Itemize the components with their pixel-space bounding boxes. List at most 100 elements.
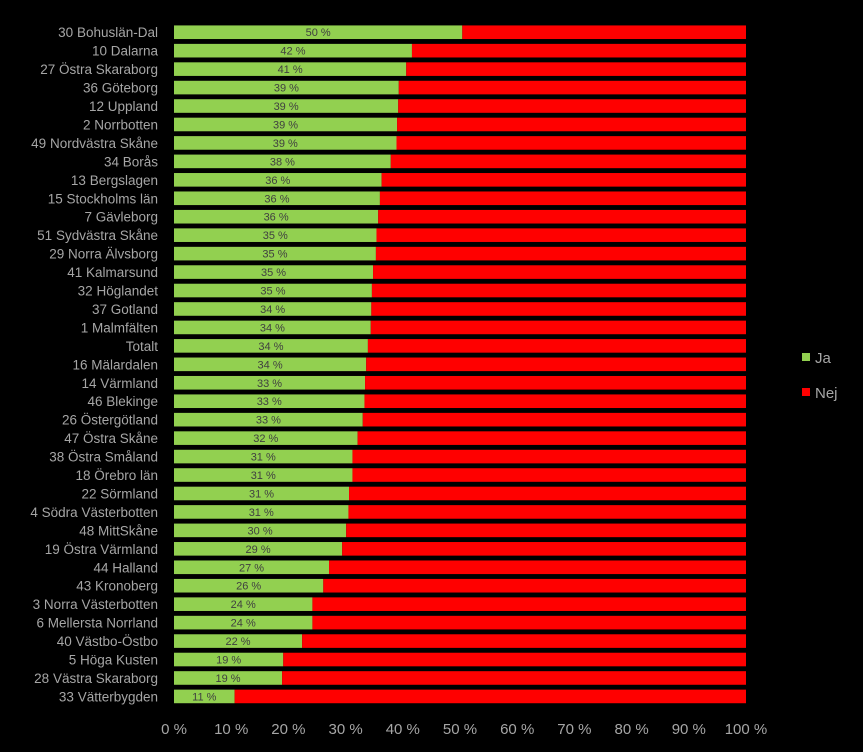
category-labels: 30 Bohuslän-Dal 10 Dalarna 27 Östra Skarab…: [30, 25, 158, 704]
category-label: Totalt: [126, 339, 159, 354]
x-tick-label: 40 %: [386, 721, 420, 738]
data-label-ja: 19 %: [216, 673, 241, 685]
bar-ja-5: [174, 117, 398, 132]
legend: Ja Nej: [802, 350, 838, 402]
bar-nej-21: [362, 412, 746, 427]
bar-ja-0: [174, 25, 463, 40]
data-label-ja: 11 %: [192, 691, 216, 703]
data-label-ja: 26 %: [236, 581, 261, 593]
category-label: 41 Kalmarsund: [67, 265, 158, 280]
data-label-ja: 29 %: [246, 544, 271, 556]
category-label: 27 Östra Skaraborg: [40, 62, 158, 77]
x-tick-label: 100 %: [725, 721, 768, 738]
bar-ja-11: [174, 228, 377, 242]
data-label-ja: 30 %: [248, 525, 273, 537]
data-label-ja: 41 %: [278, 64, 303, 76]
bar-nej-11: [376, 228, 746, 242]
bar-nej-12: [375, 246, 746, 261]
bar-ja-21: [174, 412, 363, 427]
category-label: 6 Mellersta Norrland: [36, 616, 158, 631]
bar-nej-29: [329, 560, 746, 575]
bar-ja-23: [174, 449, 353, 464]
data-label-ja: 35 %: [263, 230, 288, 242]
bar-ja-14: [174, 283, 372, 298]
category-label: 3 Norra Västerbotten: [33, 597, 158, 612]
bar-nej-32: [312, 615, 746, 630]
bar-nej-27: [346, 523, 746, 538]
data-label-ja: 36 %: [264, 212, 289, 224]
bar-ja-35: [174, 671, 283, 685]
data-label-ja: 22 %: [226, 636, 251, 648]
category-label: 30 Bohuslän-Dal: [58, 25, 158, 40]
category-label: 29 Norra Älvsborg: [49, 247, 158, 262]
bar-ja-2: [174, 62, 407, 76]
bar-ja-30: [174, 578, 324, 593]
data-label-ja: 24 %: [231, 618, 256, 630]
bar-nej-20: [364, 394, 746, 409]
bar-ja-19: [174, 375, 366, 390]
category-label: 38 Östra Småland: [49, 450, 158, 465]
category-label: 13 Bergslagen: [71, 173, 158, 188]
legend-swatch-nej: [802, 388, 810, 396]
data-label-ja: 36 %: [264, 193, 289, 205]
bar-ja-29: [174, 560, 330, 575]
bar-ja-16: [174, 320, 371, 335]
bar-ja-12: [174, 246, 376, 261]
category-label: 18 Örebro län: [75, 468, 158, 483]
category-label: 51 Sydvästra Skåne: [37, 228, 158, 243]
category-label: 33 Vätterbygden: [59, 689, 158, 704]
bar-ja-27: [174, 523, 347, 538]
bar-nej-8: [381, 173, 746, 187]
category-label: 43 Kronoberg: [76, 579, 158, 594]
x-tick-label: 20 %: [271, 721, 305, 738]
category-label: 48 MittSkåne: [79, 523, 158, 538]
legend-swatch-ja: [802, 353, 810, 361]
bar-nej-1: [411, 43, 746, 58]
bar-ja-32: [174, 615, 313, 630]
category-label: 37 Gotland: [92, 302, 158, 317]
category-label: 44 Halland: [93, 560, 158, 575]
bar-ja-8: [174, 173, 382, 187]
data-label-ja: 39 %: [274, 83, 299, 95]
bar-ja-31: [174, 597, 313, 611]
category-label: 4 Södra Västerbotten: [30, 505, 158, 520]
bar-ja-34: [174, 652, 284, 667]
bar-nej-7: [390, 154, 746, 169]
bar-ja-33: [174, 634, 303, 648]
bar-nej-34: [283, 652, 746, 667]
category-label: 22 Sörmland: [81, 486, 158, 501]
bar-nej-9: [379, 191, 746, 206]
bar-ja-13: [174, 265, 374, 279]
bar-nej-25: [349, 486, 746, 501]
legend-label-ja: Ja: [815, 350, 832, 367]
x-tick-label: 60 %: [500, 721, 534, 738]
category-label: 7 Gävleborg: [84, 210, 158, 225]
x-tick-label: 0 %: [161, 721, 187, 738]
bar-ja-17: [174, 339, 368, 353]
data-label-ja: 32 %: [253, 433, 278, 445]
bar-nej-5: [397, 117, 746, 132]
bar-ja-25: [174, 486, 350, 501]
data-label-ja: 35 %: [260, 286, 285, 298]
data-label-ja: 33 %: [257, 378, 282, 390]
data-label-ja: 31 %: [251, 470, 276, 482]
bar-ja-10: [174, 209, 379, 224]
category-label: 15 Stockholms län: [48, 191, 158, 206]
category-label: 36 Göteborg: [83, 81, 158, 96]
data-label-ja: 19 %: [216, 655, 241, 667]
data-label-ja: 35 %: [262, 249, 287, 261]
category-label: 28 Västra Skaraborg: [34, 671, 158, 686]
bars-group: [174, 25, 746, 704]
category-label: 34 Borås: [104, 154, 158, 169]
data-label-ja: 33 %: [256, 415, 281, 427]
category-label: 40 Västbo-Östbo: [57, 634, 158, 649]
bar-ja-4: [174, 99, 399, 113]
bar-ja-28: [174, 542, 343, 556]
bar-nej-14: [371, 283, 746, 298]
bar-nej-28: [342, 542, 746, 556]
data-label-ja: 34 %: [260, 322, 285, 334]
bar-nej-30: [323, 578, 746, 593]
bar-nej-35: [282, 671, 746, 685]
data-label-ja: 31 %: [249, 507, 274, 519]
bar-nej-18: [366, 357, 746, 372]
